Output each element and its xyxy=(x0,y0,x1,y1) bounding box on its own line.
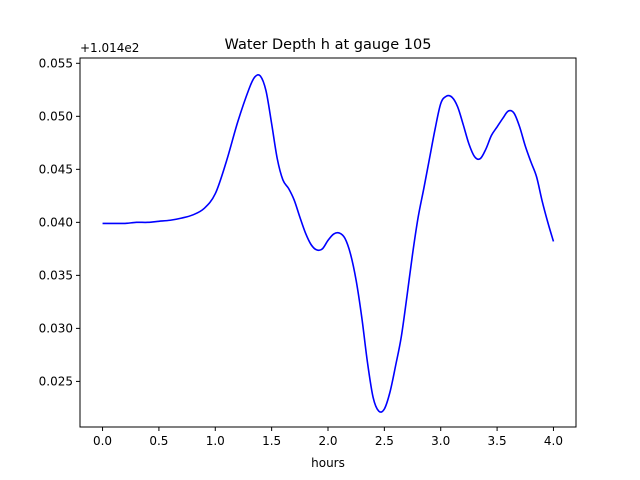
y-tick-label: 0.055 xyxy=(39,56,73,70)
series-line xyxy=(102,74,555,413)
x-tick-label: 4.0 xyxy=(544,434,563,448)
plot-area-frame xyxy=(79,57,577,428)
y-tick-label: 0.045 xyxy=(39,162,73,176)
y-tick-label: 0.035 xyxy=(39,268,73,282)
x-tick-label: 0.0 xyxy=(93,434,112,448)
x-tick-label: 2.0 xyxy=(318,434,337,448)
x-axis-ticks: 0.0 0.5 1.0 1.5 2.0 2.5 3.0 3.5 4.0 xyxy=(93,427,563,448)
x-tick-label: 0.5 xyxy=(149,434,168,448)
y-tick-label: 0.040 xyxy=(39,215,73,229)
y-tick-label: 0.050 xyxy=(39,109,73,123)
x-tick-label: 1.0 xyxy=(206,434,225,448)
chart-title: Water Depth h at gauge 105 xyxy=(225,37,432,53)
y-axis-ticks: 0.025 0.030 0.035 0.040 0.045 0.050 0.055 xyxy=(39,56,80,388)
y-offset-text: +1.014e2 xyxy=(80,41,139,55)
x-tick-label: 1.5 xyxy=(262,434,281,448)
x-tick-label: 3.0 xyxy=(431,434,450,448)
x-tick-label: 2.5 xyxy=(375,434,394,448)
series-layer xyxy=(102,74,555,413)
x-tick-label: 3.5 xyxy=(488,434,507,448)
y-tick-label: 0.025 xyxy=(39,374,73,388)
x-axis-label: hours xyxy=(311,456,345,470)
y-tick-label: 0.030 xyxy=(39,321,73,335)
